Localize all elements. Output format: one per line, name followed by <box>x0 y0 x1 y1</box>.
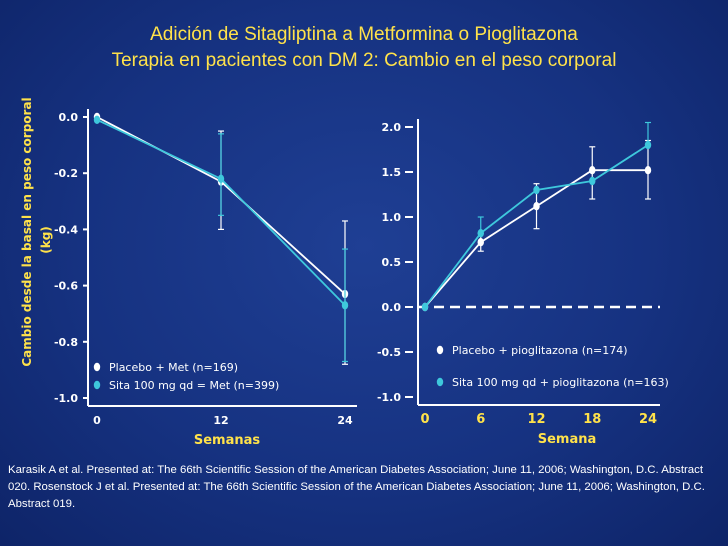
data-point <box>533 202 540 211</box>
y-tick-label: -0.8 <box>54 336 78 349</box>
x-tick-label: 24 <box>639 412 657 427</box>
left-x-axis-label: Semanas <box>194 433 261 448</box>
data-point <box>341 301 349 310</box>
legend-marker <box>93 362 101 372</box>
x-tick-label: 0 <box>420 412 429 427</box>
data-point <box>93 115 101 125</box>
legend-marker <box>436 345 444 355</box>
left-y-axis-label-unit: (kg) <box>39 226 53 254</box>
legend-label: Sita 100 mg qd = Met (n=399) <box>109 379 279 392</box>
y-tick-label: 2.0 <box>382 121 402 134</box>
y-tick-label: -1.0 <box>377 391 401 404</box>
left-legend: Placebo + Met (n=169) Sita 100 mg qd = Me… <box>93 361 279 392</box>
y-tick-label: 1.5 <box>382 166 402 179</box>
data-point <box>477 229 484 238</box>
data-point <box>644 140 652 150</box>
y-tick-label: 0.0 <box>382 301 402 314</box>
data-point <box>217 174 225 184</box>
right-chart: 2.0 1.5 1.0 0.5 0.0 -0.5 -1.0 0 6 12 18 24 Semana P… <box>377 119 669 447</box>
legend-label: Placebo + Met (n=169) <box>109 361 238 374</box>
slide-title-line1: Adición de Sitagliptina a Metformina o P… <box>150 24 578 45</box>
data-point <box>533 185 540 195</box>
data-point <box>589 166 596 175</box>
citation-footnote: Karasik A et al. Presented at: The 66th … <box>8 464 705 510</box>
y-tick-label: 1.0 <box>382 211 402 224</box>
right-x-axis-label: Semana <box>538 432 597 447</box>
x-tick-label: 0 <box>93 414 101 427</box>
y-tick-label: 0.5 <box>382 256 402 269</box>
data-point <box>589 176 596 186</box>
left-y-axis-label: Cambio desde la basal en peso corporal <box>20 97 34 366</box>
x-tick-label: 12 <box>213 414 228 427</box>
x-tick-label: 6 <box>476 412 485 427</box>
y-tick-label: -0.5 <box>377 346 401 359</box>
data-point <box>477 238 484 247</box>
y-tick-label: -0.2 <box>54 167 78 180</box>
x-tick-label: 24 <box>337 414 353 427</box>
y-tick-label: -0.6 <box>54 280 78 293</box>
legend-marker <box>436 377 444 387</box>
y-tick-label: -0.4 <box>54 223 78 236</box>
data-point <box>421 302 429 312</box>
y-tick-label: 0.0 <box>59 111 79 124</box>
right-legend: Placebo + pioglitazona (n=174) Sita 100 m… <box>436 344 669 389</box>
legend-label: Placebo + pioglitazona (n=174) <box>452 344 628 357</box>
legend-label: Sita 100 mg qd + pioglitazona (n=163) <box>452 376 669 389</box>
legend-marker <box>93 380 101 390</box>
x-tick-label: 18 <box>583 412 601 427</box>
left-chart: 0.0 -0.2 -0.4 -0.6 -0.8 -1.0 0 12 24 Cambio desd… <box>20 97 357 448</box>
y-tick-label: -1.0 <box>54 392 78 405</box>
charts-canvas: 0.0 -0.2 -0.4 -0.6 -0.8 -1.0 0 12 24 Cambio desd… <box>20 97 669 448</box>
slide-title-line2: Terapia en pacientes con DM 2: Cambio en… <box>111 50 617 71</box>
x-tick-label: 12 <box>527 412 545 427</box>
data-point <box>644 166 652 175</box>
